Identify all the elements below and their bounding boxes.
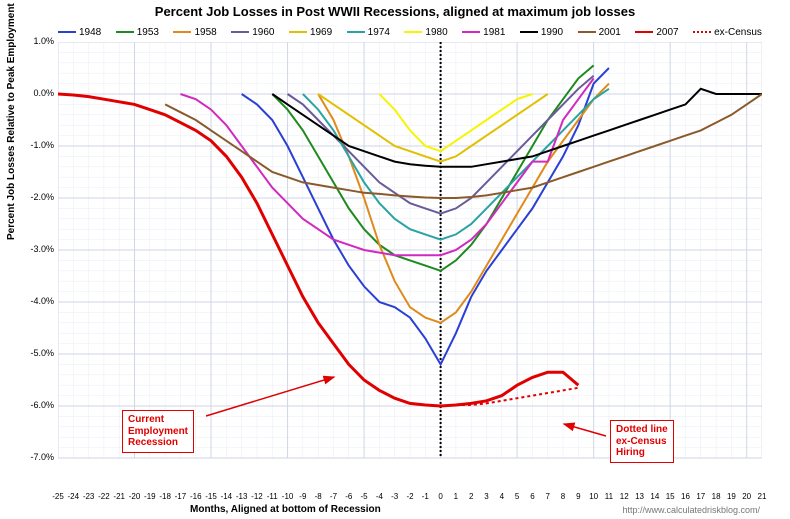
legend-item: 2001 [578,27,621,38]
footer-link: http://www.calculatedriskblog.com/ [622,505,760,515]
plot-area [58,42,762,472]
x-tick: -22 [98,492,110,501]
x-tick: -24 [68,492,80,501]
x-tick: 9 [576,492,580,501]
legend-item: 1958 [173,27,216,38]
x-tick: 18 [712,492,721,501]
x-tick: -15 [205,492,217,501]
legend-item: 2007 [635,27,678,38]
x-tick: -4 [376,492,383,501]
legend-item: 1974 [347,27,390,38]
x-tick: 15 [666,492,675,501]
x-tick: -3 [391,492,398,501]
x-tick: -23 [83,492,95,501]
x-tick: -7 [330,492,337,501]
legend-item: 1953 [116,27,159,38]
x-tick: -10 [282,492,294,501]
x-tick: -2 [406,492,413,501]
x-tick: 13 [635,492,644,501]
x-tick: -25 [52,492,64,501]
x-tick: 8 [561,492,565,501]
x-tick: -8 [315,492,322,501]
annotation-box: Dotted lineex-CensusHiring [610,420,674,463]
y-tick: 1.0% [20,36,54,46]
x-tick: -12 [251,492,263,501]
legend-item: 1981 [462,27,505,38]
legend-item: 1948 [58,27,101,38]
x-tick: -6 [345,492,352,501]
legend-item: 1969 [289,27,332,38]
x-tick: 20 [742,492,751,501]
chart-container: Percent Job Losses in Post WWII Recessio… [0,0,790,519]
chart-svg [58,42,762,472]
x-tick: -16 [190,492,202,501]
y-tick: -7.0% [20,452,54,462]
x-tick: 17 [696,492,705,501]
x-tick: 12 [620,492,629,501]
legend-item: ex-Census [693,27,762,38]
legend-item: 1990 [520,27,563,38]
x-tick: -17 [175,492,187,501]
x-tick: -19 [144,492,156,501]
x-axis-label: Months, Aligned at bottom of Recession [190,504,381,515]
x-tick: 4 [500,492,504,501]
legend-item: 1980 [404,27,447,38]
x-tick: 2 [469,492,473,501]
y-tick: 0.0% [20,88,54,98]
y-tick: -6.0% [20,400,54,410]
x-tick: -11 [267,492,278,501]
legend-item: 1960 [231,27,274,38]
x-tick: 21 [758,492,767,501]
x-tick: -21 [113,492,125,501]
x-tick: -14 [221,492,233,501]
x-tick: 11 [605,492,613,501]
x-tick: 5 [515,492,519,501]
chart-title: Percent Job Losses in Post WWII Recessio… [0,4,790,19]
x-tick: 16 [681,492,690,501]
y-tick: -5.0% [20,348,54,358]
x-tick: 19 [727,492,736,501]
x-tick: 3 [484,492,488,501]
y-tick: -3.0% [20,244,54,254]
x-tick: 7 [546,492,550,501]
x-tick: -18 [159,492,171,501]
x-tick: -1 [422,492,429,501]
x-tick: 1 [454,492,458,501]
x-tick: -20 [129,492,141,501]
x-tick: -9 [299,492,306,501]
y-tick: -2.0% [20,192,54,202]
x-tick: -13 [236,492,248,501]
y-tick: -1.0% [20,140,54,150]
x-tick: -5 [361,492,368,501]
x-tick: 6 [530,492,534,501]
x-tick: 10 [589,492,598,501]
y-tick: -4.0% [20,296,54,306]
legend: 1948 1953 1958 1960 1969 1974 1980 1981 1990 2001… [58,22,762,42]
annotation-box: CurrentEmploymentRecession [122,410,194,453]
x-tick: 0 [438,492,442,501]
y-axis-label: Percent Job Losses Relative to Peak Empl… [6,0,17,240]
x-tick: 14 [650,492,659,501]
